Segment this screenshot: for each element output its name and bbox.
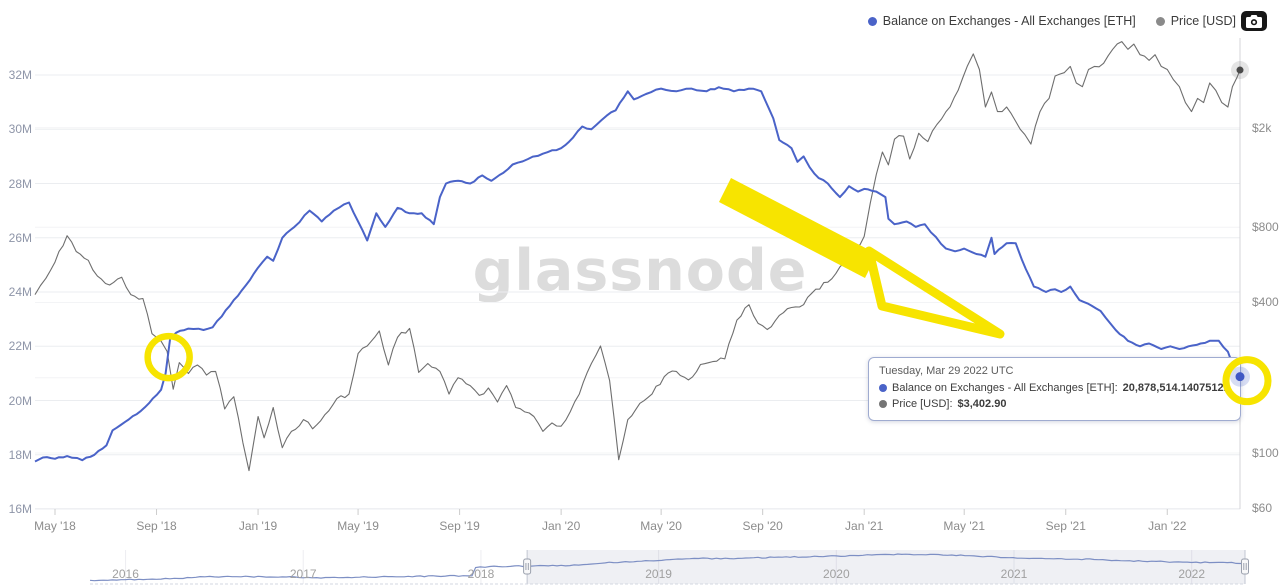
navigator-year-label: 2021 bbox=[1000, 567, 1028, 581]
navigator-left-handle[interactable] bbox=[523, 558, 532, 575]
y-axis-left-label: 16M bbox=[8, 502, 32, 516]
tooltip-price-row: Price [USD]: $3,402.90 bbox=[879, 396, 1230, 412]
y-axis-right-label: $100 bbox=[1252, 446, 1279, 460]
tooltip-date: Tuesday, Mar 29 2022 UTC bbox=[879, 365, 1014, 377]
x-axis-label: May '18 bbox=[34, 519, 76, 533]
x-axis-label: Jan '19 bbox=[238, 519, 278, 533]
tooltip-balance-row: Balance on Exchanges - All Exchanges [ET… bbox=[879, 380, 1230, 396]
y-axis-right-label: $2k bbox=[1252, 120, 1272, 135]
legend-item-balance[interactable]: Balance on Exchanges - All Exchanges [ET… bbox=[867, 14, 1136, 28]
screenshot-camera-button[interactable] bbox=[1241, 11, 1267, 31]
price-series-dot-icon bbox=[879, 400, 887, 408]
y-axis-left-label: 22M bbox=[8, 339, 32, 354]
tooltip-balance-label: Balance on Exchanges - All Exchanges [ET… bbox=[892, 382, 1118, 394]
tooltip: Tuesday, Mar 29 2022 UTC Balance on Exch… bbox=[868, 357, 1241, 421]
x-axis-label: Jan '20 bbox=[541, 519, 581, 533]
y-axis-left-label: 26M bbox=[8, 230, 32, 245]
navigator-selection-range[interactable] bbox=[527, 550, 1245, 584]
navigator-year-label: 2020 bbox=[822, 567, 850, 581]
legend-item-price[interactable]: Price [USD] bbox=[1155, 14, 1236, 28]
camera-icon bbox=[1246, 14, 1262, 28]
y-axis-right-label: $60 bbox=[1252, 501, 1273, 516]
x-axis-label: Jan '21 bbox=[845, 519, 884, 533]
x-axis-label: May '21 bbox=[943, 519, 986, 533]
navigator-year-label: 2019 bbox=[645, 567, 672, 581]
y-axis-left-label: 30M bbox=[8, 122, 32, 137]
navigator-year-label: 2022 bbox=[1178, 567, 1206, 581]
navigator-year-label: 2017 bbox=[289, 567, 317, 581]
tooltip-price-label: Price [USD]: bbox=[892, 398, 953, 410]
x-axis-label: Sep '21 bbox=[1045, 519, 1086, 533]
legend-balance-label: Balance on Exchanges - All Exchanges [ET… bbox=[882, 14, 1136, 28]
main-chart-plot bbox=[34, 38, 1241, 515]
balance-series-dot-icon bbox=[879, 384, 887, 392]
navigator bbox=[89, 550, 1249, 585]
legend-price-label: Price [USD] bbox=[1170, 14, 1236, 28]
y-axis-left-label: 18M bbox=[8, 447, 32, 462]
navigator-year-label: 2016 bbox=[112, 567, 139, 581]
navigator-year-label: 2018 bbox=[467, 567, 495, 581]
balance-series-line bbox=[34, 86, 1241, 463]
x-axis-label: Jan '22 bbox=[1148, 519, 1187, 533]
y-axis-right-label: $800 bbox=[1252, 220, 1279, 235]
tooltip-price-value: $3,402.90 bbox=[957, 398, 1007, 410]
y-axis-right-label: $400 bbox=[1252, 295, 1279, 310]
tooltip-balance-value: 20,878,514.14075121 bbox=[1122, 382, 1230, 394]
y-axis-left-label: 20M bbox=[8, 393, 32, 408]
price-series-line bbox=[34, 41, 1241, 472]
y-axis-left-label: 28M bbox=[8, 176, 32, 191]
balance-legend-dot-icon bbox=[867, 16, 877, 26]
navigator-right-handle[interactable] bbox=[1241, 558, 1249, 575]
x-axis-label: May '20 bbox=[640, 519, 682, 533]
navigator-series-line bbox=[89, 553, 1246, 582]
price-legend-dot-icon bbox=[1155, 16, 1165, 26]
y-axis-left-label: 32M bbox=[8, 68, 32, 82]
legend: Balance on Exchanges - All Exchanges [ET… bbox=[867, 14, 1236, 28]
y-axis-left-label: 24M bbox=[8, 285, 32, 299]
x-axis-label: Sep '18 bbox=[136, 519, 177, 533]
x-axis-label: May '19 bbox=[337, 519, 379, 533]
x-axis-label: Sep '20 bbox=[742, 519, 783, 533]
x-axis-label: Sep '19 bbox=[439, 519, 480, 533]
